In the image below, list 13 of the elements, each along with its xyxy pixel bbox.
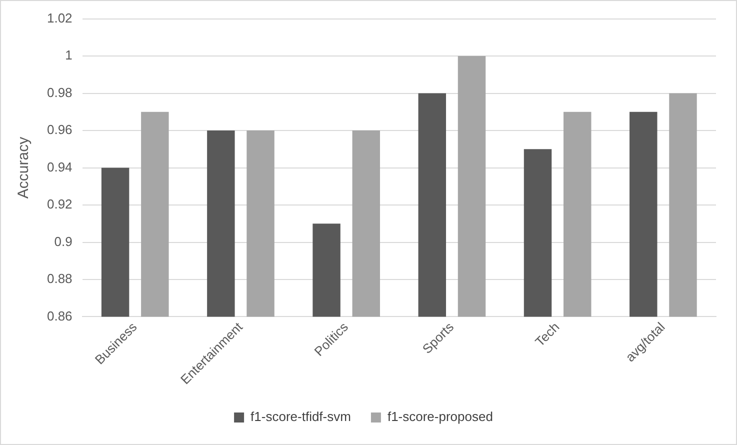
y-axis-title: Accuracy [15, 136, 32, 199]
y-tick-label: 0.92 [46, 196, 72, 212]
y-tick-label: 1.02 [46, 10, 72, 26]
legend-label: f1-score-tfidf-svm [250, 409, 351, 424]
y-tick-label: 0.98 [46, 84, 72, 100]
y-tick-label: 1 [65, 48, 72, 63]
y-tick-label: 0.94 [46, 159, 72, 174]
y-tick-label: 0.9 [54, 234, 72, 249]
legend-label: f1-score-proposed [387, 409, 493, 424]
y-tick-label: 0.86 [46, 308, 72, 324]
y-tick-label: 0.88 [46, 271, 72, 286]
y-tick-label: 0.96 [46, 122, 72, 138]
x-tick-label: Tech [532, 319, 562, 350]
